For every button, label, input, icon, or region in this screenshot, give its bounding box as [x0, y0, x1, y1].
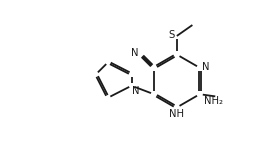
Text: N: N	[133, 86, 140, 96]
Text: N: N	[131, 48, 139, 58]
Text: S: S	[169, 30, 175, 40]
Text: NH₂: NH₂	[204, 96, 223, 106]
Text: NH: NH	[169, 109, 184, 119]
Text: N: N	[202, 62, 209, 72]
